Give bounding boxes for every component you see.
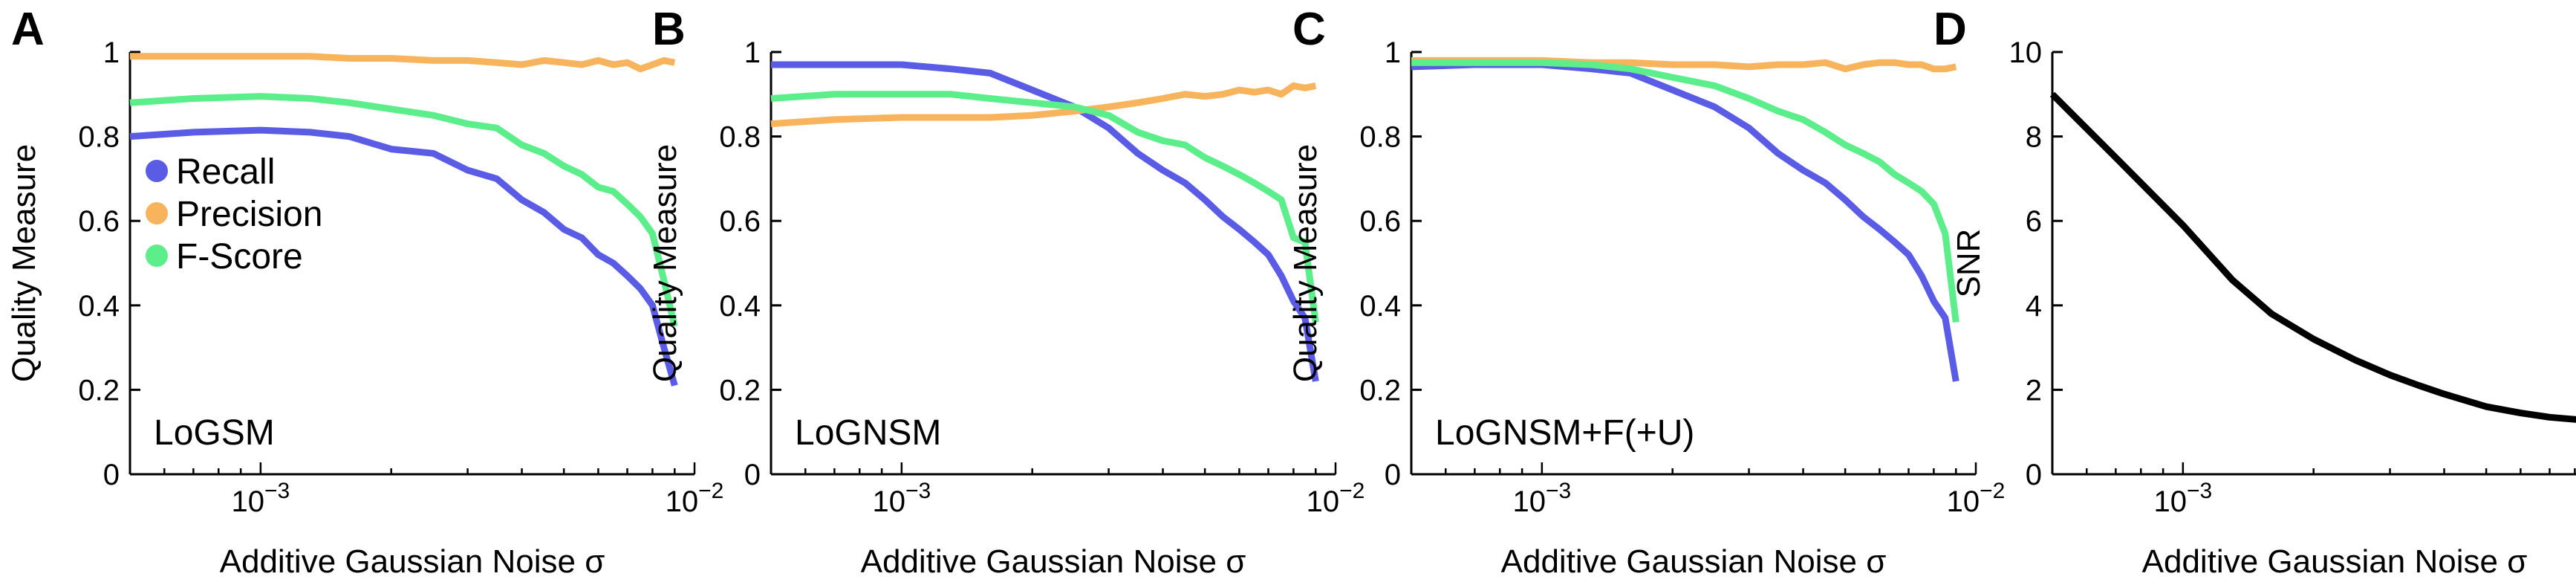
panel-letter-b: B [652,4,686,55]
y-tick-label-a: 0.6 [78,205,120,238]
y-tick-label-a: 0.8 [78,121,120,154]
x-tick-label-b: 10−3 [872,479,931,518]
x-axis-label-d: Additive Gaussian Noise σ [2142,543,2528,580]
y-tick-label-d: 2 [2026,374,2042,407]
legend: Recall Precision F-Score [146,152,322,277]
series-line-recall-a [129,126,678,387]
series-line-recall-b [771,61,1319,382]
y-tick-label-d: 10 [2009,36,2043,69]
x-axis-label-a: Additive Gaussian Noise σ [220,543,605,580]
annotation-b: LoGNSM [795,413,941,453]
y-axis-label-d: SNR [1951,229,1987,298]
panel-letter-d: D [1933,4,1967,55]
x-tick-label-d: 10−3 [2153,479,2212,518]
y-tick-label-a: 0 [103,459,120,491]
panel-letter-a: A [11,4,45,55]
series-line-precision-a [130,53,676,73]
legend-label-recall: Recall [176,152,275,192]
series-line-precision-b [770,82,1317,128]
y-tick-label-c: 0 [1385,459,1401,491]
series-line-recall-c [1411,61,1959,382]
y-tick-label-c: 1 [1385,36,1401,69]
y-axis-label-b: Quality Measure [647,144,683,382]
y-tick-label-b: 0.6 [719,205,761,238]
y-tick-label-c: 0.8 [1359,121,1401,154]
panel-a: A 0 0.2 0.4 0.6 0.8 1 10−3 10−2 LoGSM Quality M… [6,4,723,580]
y-tick-label-a: 0.2 [78,374,120,407]
y-axis-label-a: Quality Measure [6,144,42,382]
x-axis-label-b: Additive Gaussian Noise σ [861,543,1246,580]
y-tick-label-b: 0 [744,459,761,491]
series-line-f-score-c [1411,59,1959,323]
series-line-f-score-a [129,93,678,328]
y-tick-label-c: 0.2 [1359,374,1401,407]
y-tick-label-d: 8 [2026,121,2042,154]
x-tick-label-c: 10−3 [1512,479,1571,518]
x-tick-label-b: 10−2 [1307,479,1365,518]
x-tick-label-a: 10−3 [231,479,290,518]
x-axis-label-c: Additive Gaussian Noise σ [1501,543,1887,580]
plot-area-c: 0 0.2 0.4 0.6 0.8 1 10−3 10−2 [1359,36,2005,518]
annotation-a: LoGSM [154,413,275,453]
panel-b: B 0 0.2 0.4 0.6 0.8 1 10−3 10−2 LoGNSM Quality … [647,4,1365,580]
plot-area-b: 0 0.2 0.4 0.6 0.8 1 10−3 10−2 [719,36,1365,518]
panel-letter-c: C [1292,4,1326,55]
legend-swatch-f-score [146,245,168,267]
legend-label-f-score: F-Score [176,237,303,277]
y-tick-label-c: 0.6 [1359,205,1401,238]
y-tick-label-c: 0.4 [1359,290,1401,323]
y-tick-label-b: 0.2 [719,374,761,407]
series-line-f-score-b [770,91,1319,323]
y-tick-label-b: 0.4 [719,290,761,323]
y-tick-label-a: 1 [103,36,120,69]
legend-label-precision: Precision [176,195,322,234]
y-tick-label-b: 1 [744,36,761,69]
x-tick-label-c: 10−2 [1947,479,2006,518]
annotation-c: LoGNSM+F(+U) [1435,413,1694,453]
panel-d: D 0 2 4 6 8 10 10−3 10−2 SNR Additive Gaussian … [1933,4,2576,580]
y-tick-label-b: 0.8 [719,121,761,154]
series-line-snr-d [2049,91,2576,423]
y-axis-label-c: Quality Measure [1287,144,1324,382]
legend-swatch-recall [146,160,168,182]
panel-c: C 0 0.2 0.4 0.6 0.8 1 10−3 10−2 LoGNSM+F(+U) Qu… [1287,4,2005,580]
y-tick-label-d: 0 [2026,459,2042,491]
plot-area-a: 0 0.2 0.4 0.6 0.8 1 10−3 10−2 [78,36,723,518]
x-tick-label-a: 10−2 [666,479,724,518]
y-tick-label-d: 4 [2026,290,2042,323]
legend-swatch-precision [146,202,168,224]
y-tick-label-a: 0.4 [78,290,120,323]
y-tick-label-d: 6 [2026,205,2042,238]
